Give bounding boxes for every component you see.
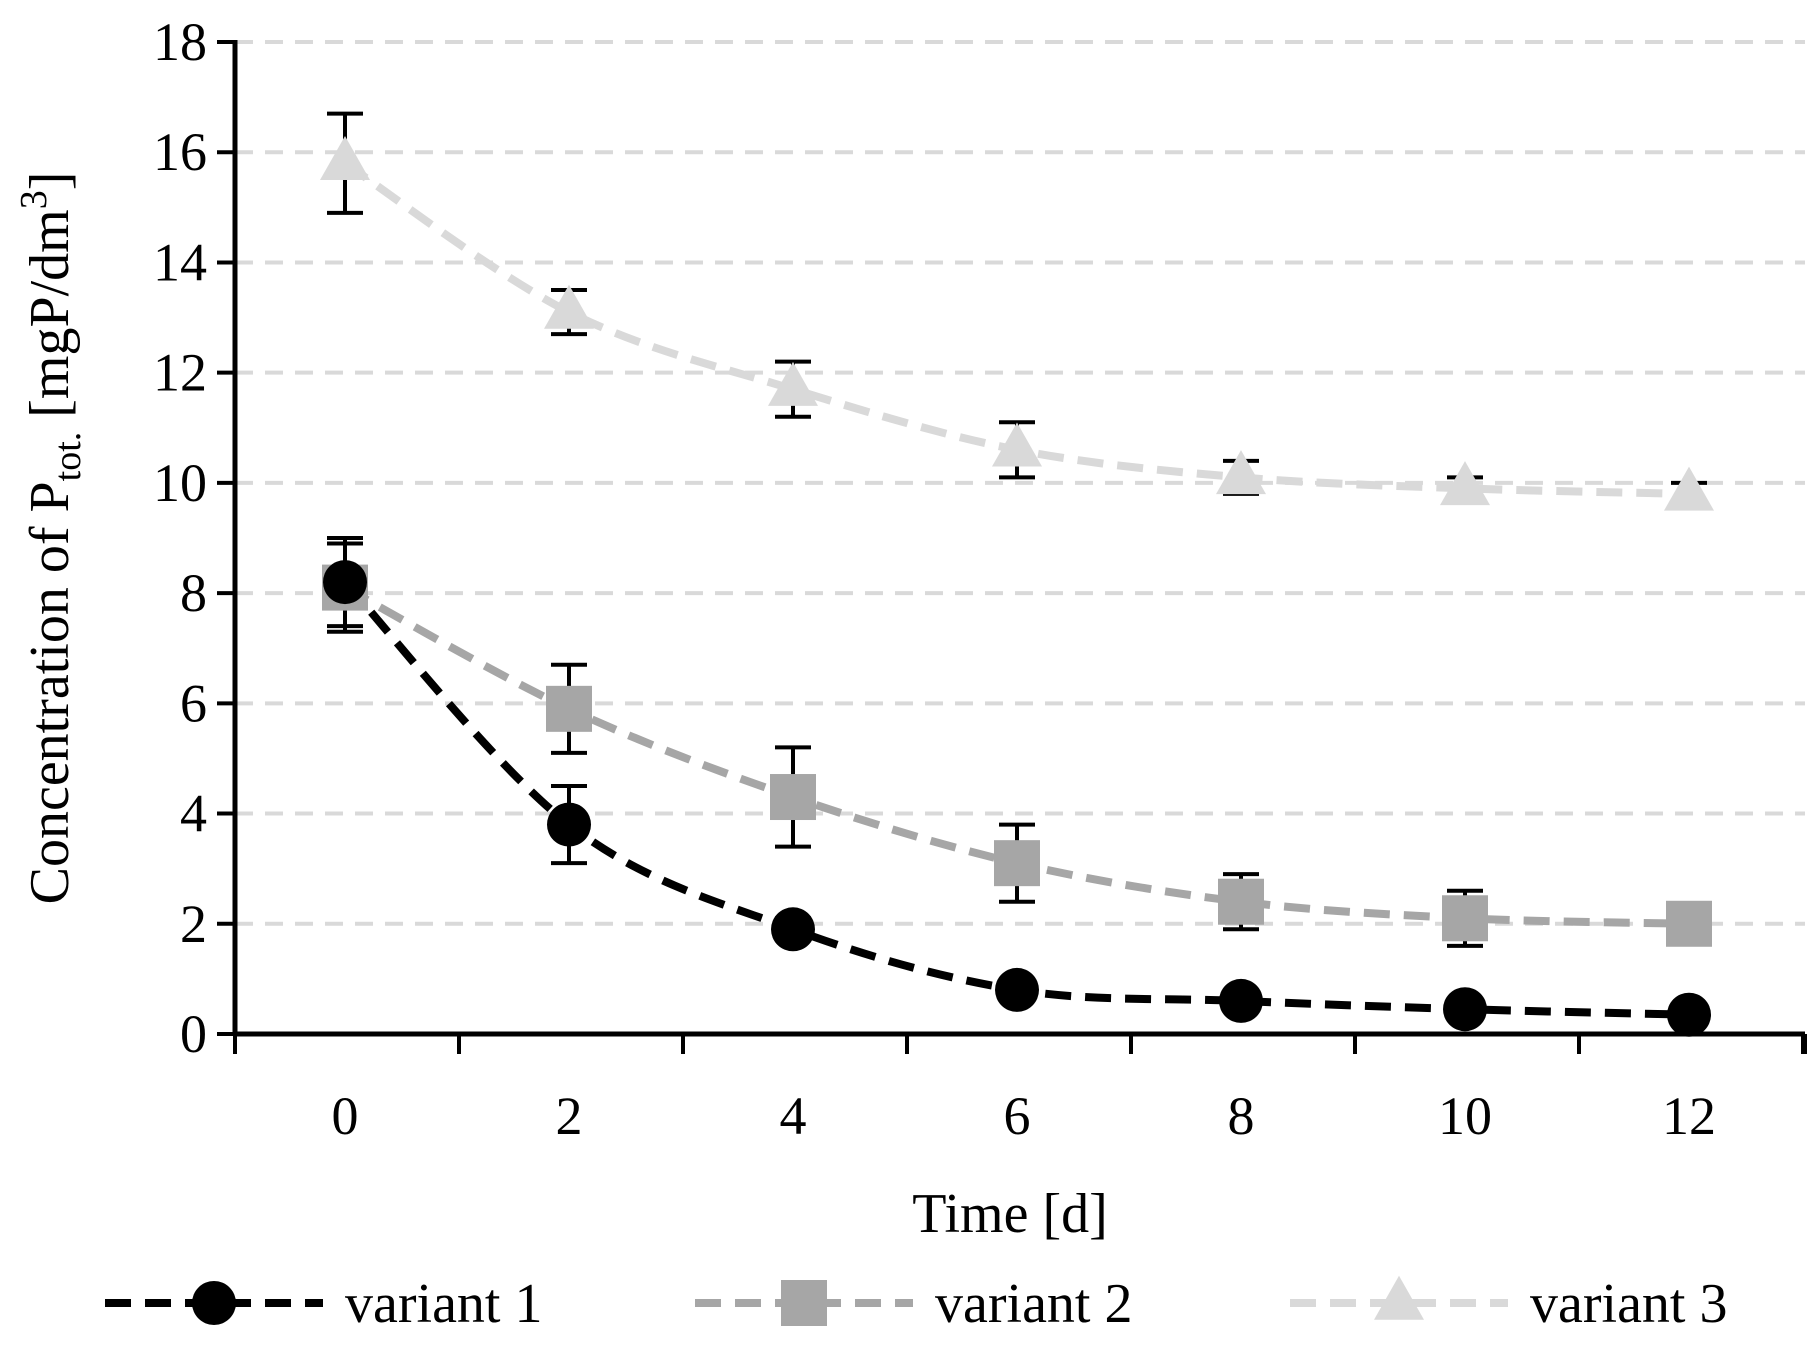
x-tick-label: 8	[1228, 1086, 1255, 1146]
y-tick-label: 4	[180, 784, 207, 844]
y-axis-title-superscript: 3	[13, 190, 55, 209]
y-axis-title-prefix: Concentration of P	[19, 481, 81, 904]
legend-marker	[1374, 1275, 1424, 1320]
legend-item-variant-1: variant 1	[105, 1273, 542, 1335]
legend-marker	[192, 1281, 236, 1325]
legend-label: variant 2	[935, 1273, 1132, 1335]
data-point-variant-3	[992, 422, 1042, 467]
data-point-variant-2	[1442, 895, 1488, 942]
data-point-variant-3	[768, 361, 818, 406]
data-point-variant-1	[995, 967, 1039, 1012]
data-point-variant-1	[771, 907, 815, 952]
y-tick-label: 2	[180, 894, 207, 954]
x-tick-label: 6	[1004, 1086, 1031, 1146]
y-tick-label: 12	[153, 343, 207, 403]
data-point-variant-3	[1216, 450, 1266, 495]
y-axis-title: Concentration of Ptot. [mgP/dm3]	[13, 172, 89, 905]
legend-marker	[781, 1280, 827, 1326]
data-point-variant-1	[1667, 992, 1711, 1037]
series-line-variant-1	[342, 579, 1690, 1019]
grid-lines	[235, 40, 1805, 926]
data-point-variant-1	[1443, 987, 1487, 1032]
y-axis-title-unit: [mgP/dm	[19, 209, 81, 431]
data-point-variant-2	[1666, 900, 1712, 947]
data-point-variant-1	[1219, 978, 1263, 1023]
x-tick-label: 12	[1662, 1086, 1716, 1146]
data-point-variant-2	[994, 840, 1040, 887]
data-point-variant-2	[546, 685, 592, 732]
y-tick-label: 6	[180, 673, 207, 733]
data-point-variant-1	[547, 802, 591, 847]
x-tick-label: 0	[332, 1086, 359, 1146]
x-tick-label: 10	[1438, 1086, 1492, 1146]
tick-labels: 0 2 4 6 8 10 12 14 16 18 0 2 4 6 8 10 12	[153, 12, 1716, 1146]
y-tick-label: 10	[153, 453, 207, 513]
legend: variant 1 variant 2 variant 3	[105, 1273, 1727, 1335]
y-axis-title-subscript: tot.	[47, 432, 89, 482]
y-axis-title-close: ]	[19, 172, 81, 191]
y-tick-label: 18	[153, 12, 207, 72]
y-tick-label: 14	[153, 232, 207, 292]
data-point-variant-2	[1218, 878, 1264, 925]
data-point-variant-3	[1440, 461, 1490, 506]
legend-label: variant 3	[1530, 1273, 1727, 1335]
data-markers	[320, 135, 1714, 1037]
data-point-variant-3	[1664, 466, 1714, 511]
y-tick-label: 16	[153, 122, 207, 182]
x-tick-label: 2	[556, 1086, 583, 1146]
y-tick-label: 8	[180, 563, 207, 623]
legend-label: variant 1	[345, 1273, 542, 1335]
data-point-variant-1	[323, 560, 367, 605]
data-point-variant-3	[320, 135, 370, 180]
legend-item-variant-3: variant 3	[1290, 1273, 1727, 1335]
legend-item-variant-2: variant 2	[695, 1273, 1132, 1335]
x-tick-label: 4	[780, 1086, 807, 1146]
axes	[217, 40, 1807, 1054]
y-tick-label: 0	[180, 1004, 207, 1064]
x-axis-title: Time [d]	[912, 1183, 1108, 1245]
data-point-variant-2	[770, 774, 816, 821]
data-point-variant-3	[544, 284, 594, 329]
